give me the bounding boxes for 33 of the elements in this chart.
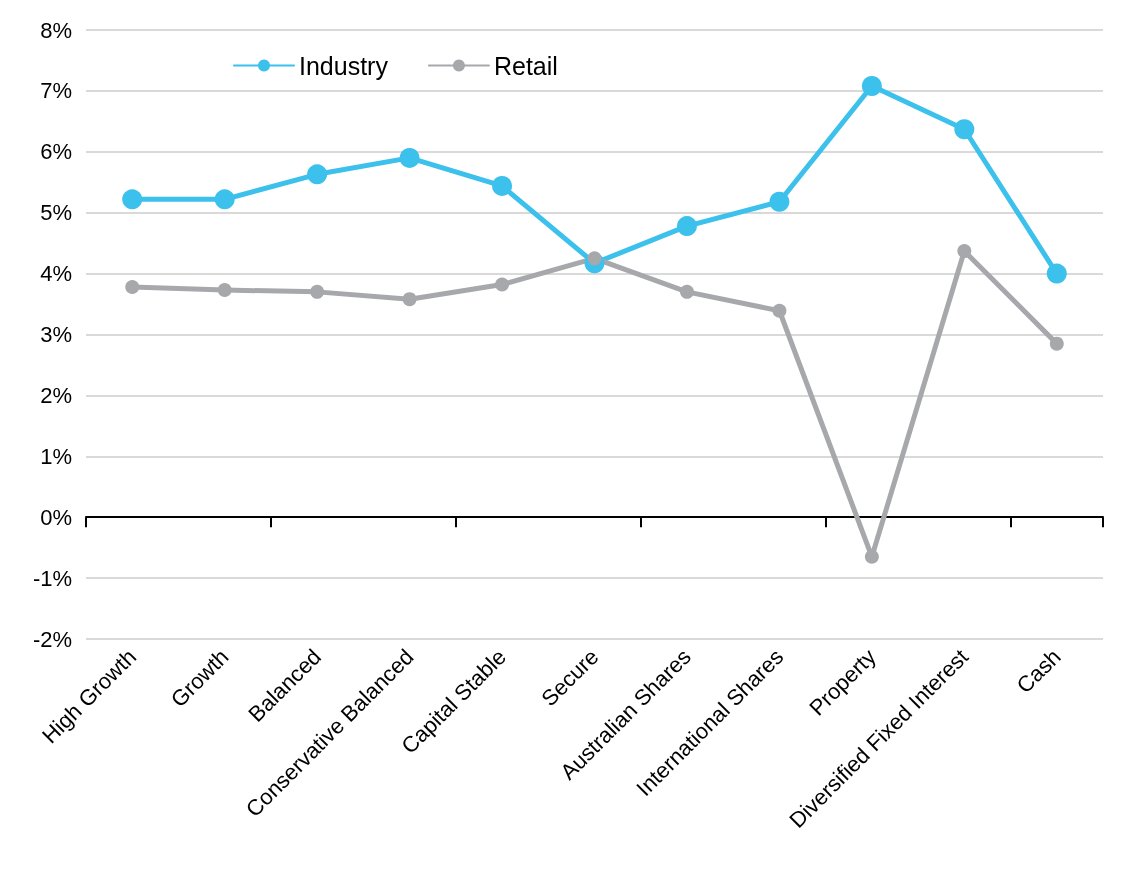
point	[310, 284, 325, 299]
y-tick-label: 3%	[40, 322, 72, 347]
y-tick-label: 6%	[40, 139, 72, 165]
y-tick-label: 5%	[40, 200, 72, 226]
point	[1046, 263, 1067, 284]
y-tick-label: 8%	[40, 17, 72, 43]
point	[402, 292, 417, 307]
y-tick-label: 0%	[40, 504, 72, 530]
y-tick-label: -1%	[32, 565, 72, 591]
point	[679, 284, 694, 299]
point	[399, 147, 420, 168]
point	[217, 283, 232, 298]
point	[307, 164, 328, 185]
point	[492, 175, 513, 196]
legend-label: Industry	[299, 51, 389, 80]
point	[772, 303, 787, 318]
point	[125, 280, 140, 294]
point	[954, 119, 975, 140]
point	[122, 189, 143, 210]
legend-label: Retail	[493, 51, 558, 80]
y-tick-label: 2%	[40, 382, 72, 408]
point	[861, 76, 882, 97]
y-tick-label: 7%	[40, 78, 72, 104]
point	[864, 549, 879, 564]
point	[676, 216, 697, 237]
point	[495, 277, 510, 292]
point	[1049, 336, 1064, 351]
y-tick-label: 1%	[40, 443, 72, 469]
y-tick-label: -2%	[32, 626, 72, 652]
point	[769, 191, 790, 212]
point	[214, 189, 235, 210]
y-tick-label: 4%	[40, 261, 72, 287]
point	[957, 244, 972, 259]
